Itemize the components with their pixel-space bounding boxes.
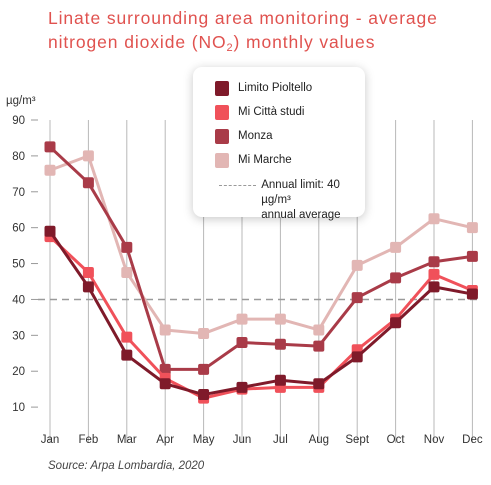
chart-legend: Limito Pioltello Mi Città studi Monza Mi… [193,67,365,221]
data-point [198,363,210,375]
x-tick-label: Apr [156,434,174,446]
legend-item-mi-marche: Mi Marche [215,152,292,168]
legend-label: Mi Marche [238,154,292,166]
source-note: Source: Arpa Lombardia, 2020 [48,460,205,472]
data-point [82,281,94,293]
data-point [428,268,440,280]
chart-title: Linate surrounding area monitoring - ave… [48,8,438,54]
x-tick-label: Feb [78,434,98,446]
legend-swatch [215,128,229,144]
series-line [48,230,473,397]
data-point [198,389,210,401]
legend-swatch [215,152,229,168]
legend-item-limito-pioltello: Limito Pioltello [215,80,312,96]
data-point [159,363,171,375]
x-tick-label: Mar [117,434,137,446]
x-tick-label: Nov [424,434,445,446]
data-point [44,141,56,153]
data-point [274,313,286,325]
x-tick-label: Jul [273,434,288,446]
data-point [274,338,286,350]
y-tick-label: 50 [12,259,25,271]
data-point [236,313,248,325]
series-line [48,145,473,371]
series-line [48,235,473,400]
data-point [390,272,402,284]
data-point [236,381,248,393]
data-point [236,337,248,349]
x-tick-label: Dec [462,434,483,446]
data-point [198,328,210,340]
legend-item-monza: Monza [215,128,273,144]
data-point [351,259,363,271]
x-tick-label: Oct [387,434,406,446]
legend-label: Limito Pioltello [238,82,313,94]
y-tick-label: 60 [12,223,25,235]
data-point [121,331,133,343]
data-point [82,267,94,279]
x-tick-label: May [193,434,215,446]
data-point [313,378,325,390]
y-tick-label: 80 [12,151,25,163]
data-point [82,150,94,162]
data-point [351,292,363,304]
data-point [351,351,363,363]
data-point [44,164,56,176]
legend-dashed-line [219,185,257,186]
data-point [390,241,402,253]
data-point [313,324,325,336]
data-point [428,281,440,293]
data-point [313,340,325,352]
y-tick-label: 30 [12,330,25,342]
x-tick-label: Aug [309,434,329,446]
y-tick-label: 90 [12,115,25,127]
x-tick-label: Jun [233,434,252,446]
y-tick-label: 20 [12,366,25,378]
y-tick-label: 10 [12,402,25,414]
legend-swatch [215,80,229,96]
legend-label: Monza [238,130,273,142]
data-point [466,250,478,262]
legend-item-annual-limit: Annual limit: 40 µg/m³ annual average [219,178,365,223]
data-point [466,288,478,300]
legend-label: Mi Città studi [238,106,305,118]
data-point [82,177,94,189]
data-point [390,317,402,329]
series-line [49,154,473,336]
x-tick-label: Sept [345,434,369,446]
data-point [274,374,286,386]
data-point [466,222,478,234]
legend-item-mi-citta-studi: Mi Città studi [215,104,304,120]
data-point [159,324,171,336]
data-point [159,378,171,390]
data-point [121,241,133,253]
data-point [428,256,440,268]
data-point [44,225,56,237]
x-tick-label: Jan [41,434,60,446]
data-point [121,349,133,361]
data-point [121,267,133,279]
data-point [428,213,440,225]
y-axis-unit-label: µg/m³ [6,95,36,107]
y-tick-label: 40 [12,294,25,306]
legend-limit-sublabel: annual average [261,209,341,221]
legend-swatch [215,104,229,120]
y-tick-label: 70 [12,187,25,199]
legend-limit-label: Annual limit: 40 µg/m³ [261,179,340,206]
